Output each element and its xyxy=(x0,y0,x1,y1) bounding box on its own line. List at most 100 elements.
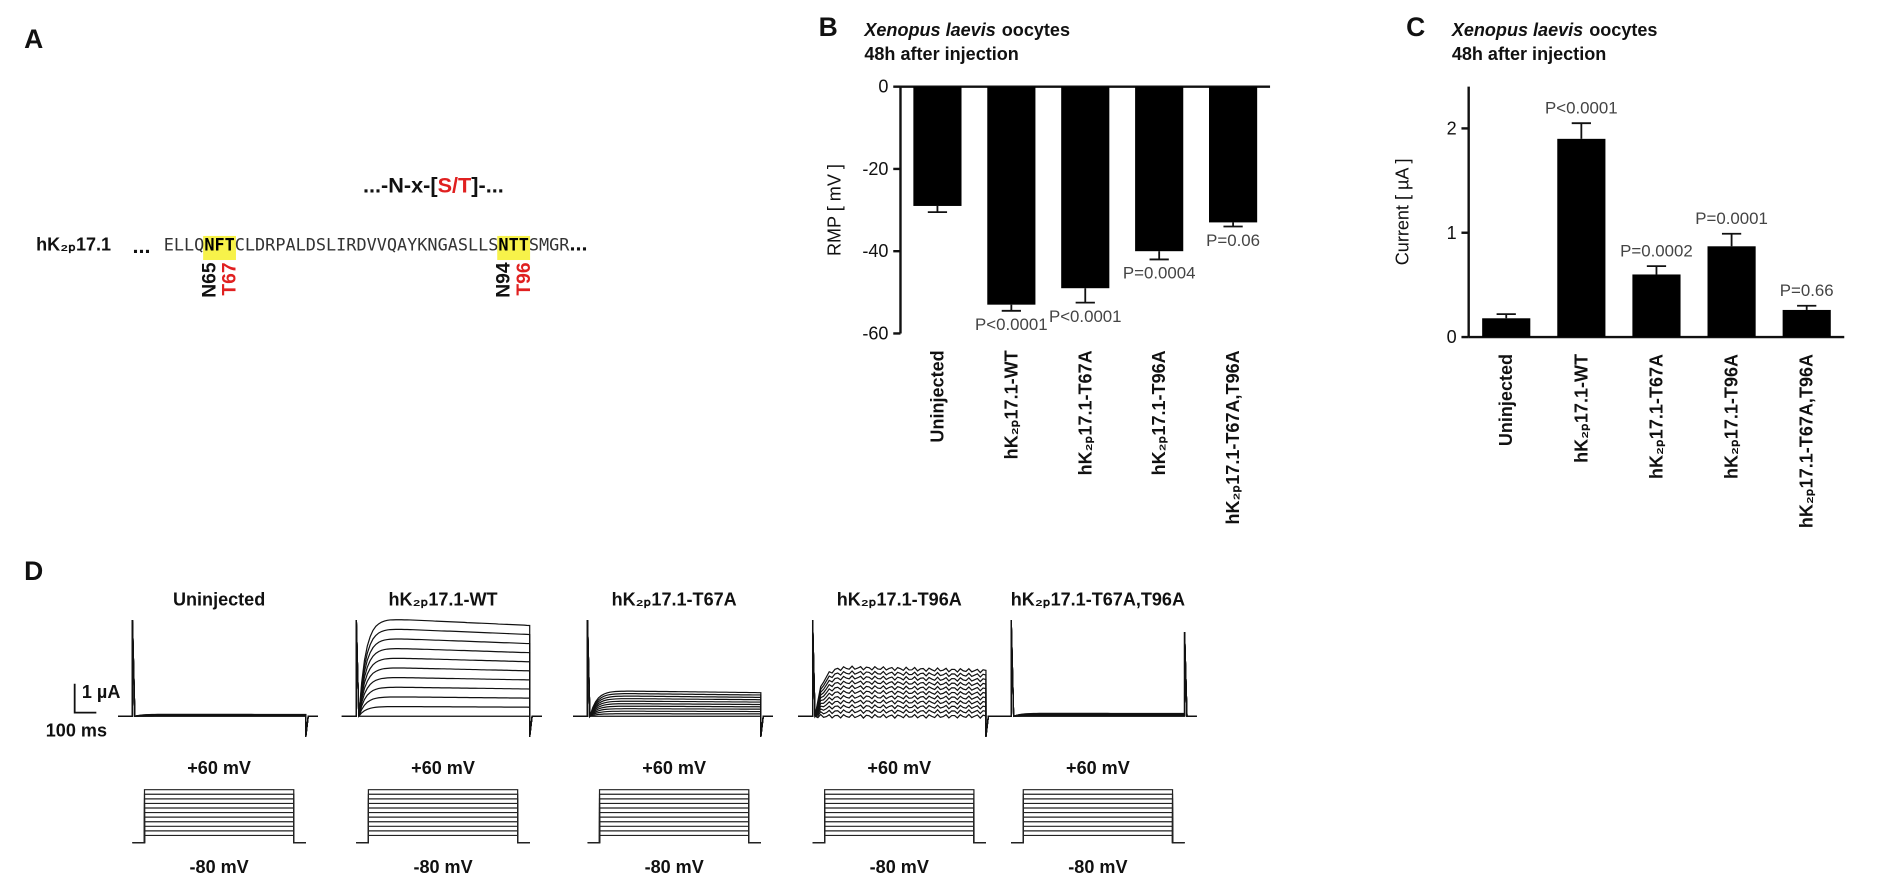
current-trace xyxy=(341,619,542,737)
bar xyxy=(1209,86,1258,223)
current-trace xyxy=(341,619,542,737)
voltage-step xyxy=(356,798,530,844)
voltage-step xyxy=(812,830,986,844)
voltage-low: -80 mV xyxy=(870,857,929,877)
voltage-step xyxy=(587,834,761,844)
trace-title: hK₂ₚ17.1-T96A xyxy=(837,590,962,610)
voltage-step xyxy=(132,834,306,844)
current-trace xyxy=(573,619,773,737)
current-trace xyxy=(573,619,773,737)
voltage-low: -80 mV xyxy=(645,857,704,877)
voltage-step xyxy=(587,802,761,844)
voltage-step xyxy=(356,802,530,844)
current-trace xyxy=(573,619,773,737)
voltage-step xyxy=(812,825,986,844)
sequence-segment: NFT xyxy=(204,234,234,254)
voltage-step xyxy=(1011,802,1185,844)
voltage-low: -80 mV xyxy=(413,857,472,877)
voltage-step xyxy=(587,807,761,844)
y-tick-label: -40 xyxy=(862,241,888,261)
voltage-step xyxy=(356,825,530,844)
bar xyxy=(1482,318,1531,338)
voltage-step xyxy=(356,789,530,844)
chart-subtitle: 48h after injection xyxy=(864,44,1018,64)
species: Xenopus laevis xyxy=(1451,20,1583,40)
current-trace xyxy=(118,619,318,737)
bar xyxy=(1061,86,1110,289)
current-trace xyxy=(341,619,542,737)
title: oocytes xyxy=(1589,20,1657,40)
current-trace xyxy=(996,619,1197,717)
x-tick-label: hK₂ₚ17.1-T67A,T96A xyxy=(1223,350,1243,524)
chart-title: Xenopus laevis oocytes xyxy=(1451,20,1658,40)
bar xyxy=(913,86,962,206)
current-trace xyxy=(341,619,542,737)
y-tick-label: 1 xyxy=(1447,223,1457,243)
highlight xyxy=(203,235,236,261)
x-tick-label: hK₂ₚ17.1-WT xyxy=(1001,350,1021,459)
site-label: N94 xyxy=(494,262,515,298)
voltage-step xyxy=(587,830,761,844)
bar xyxy=(1707,246,1756,338)
voltage-step xyxy=(132,807,306,844)
site-label: T96 xyxy=(514,262,535,295)
current-trace xyxy=(341,619,542,737)
chart-title: Xenopus laevis oocytes xyxy=(863,20,1070,40)
current-trace xyxy=(798,619,998,737)
y-tick-label: -20 xyxy=(862,159,888,179)
sequence: ELLQNFTCLDRPALDSLIRDVVQAYKNGASLLSNTTSMGR… xyxy=(164,230,588,255)
current-trace xyxy=(996,619,1197,717)
current-trace xyxy=(573,619,773,737)
species: Xenopus laevis xyxy=(863,20,995,40)
voltage-step xyxy=(812,807,986,844)
current-trace xyxy=(118,619,318,737)
scale-current: 1 µA xyxy=(82,682,120,702)
bar xyxy=(987,86,1036,305)
current-trace xyxy=(798,619,998,737)
current-trace xyxy=(996,619,1197,718)
x-tick-label: hK₂ₚ17.1-T96A xyxy=(1149,350,1169,475)
y-axis-label: Current [ µA ] xyxy=(1392,159,1412,266)
current-trace xyxy=(996,619,1197,718)
motif-part: ]-... xyxy=(471,173,503,198)
voltage-step xyxy=(812,834,986,844)
sequence-segment: ELLQ xyxy=(164,234,205,254)
current-trace xyxy=(573,619,773,737)
trace-title: hK₂ₚ17.1-T67A,T96A xyxy=(1011,590,1185,610)
p-value: P<0.0001 xyxy=(1545,99,1618,118)
voltage-step xyxy=(587,821,761,844)
voltage-step xyxy=(1011,789,1185,844)
motif: ...-N-x-[S/T]-... xyxy=(363,173,504,198)
voltage-step xyxy=(812,821,986,844)
p-value: P=0.0002 xyxy=(1620,241,1693,260)
y-axis-label: RMP [ mV ] xyxy=(824,164,844,256)
current-trace xyxy=(573,619,773,737)
current-trace xyxy=(798,619,998,737)
p-value: P<0.0001 xyxy=(1049,307,1122,326)
current-trace xyxy=(996,619,1197,718)
current-trace xyxy=(996,619,1197,717)
voltage-step xyxy=(812,798,986,844)
current-trace xyxy=(573,619,773,737)
y-tick-label: -60 xyxy=(862,323,888,343)
voltage-step xyxy=(587,789,761,844)
x-tick-label: hK₂ₚ17.1-T67A xyxy=(1646,354,1666,479)
voltage-step xyxy=(587,825,761,844)
panel-letter: D xyxy=(24,556,43,586)
x-tick-label: hK₂ₚ17.1-T96A xyxy=(1722,354,1742,479)
current-trace xyxy=(341,619,542,737)
voltage-step xyxy=(356,807,530,844)
current-trace xyxy=(118,619,318,737)
current-trace xyxy=(798,619,998,737)
chart-subtitle: 48h after injection xyxy=(1452,44,1606,64)
current-trace xyxy=(118,619,318,737)
voltage-step xyxy=(132,830,306,844)
sequence-segment: SMGR xyxy=(529,234,570,254)
scale-bar xyxy=(73,683,97,714)
bar xyxy=(1557,138,1606,338)
current-trace xyxy=(118,619,318,737)
current-trace xyxy=(798,619,998,737)
panel-letter: C xyxy=(1406,12,1425,42)
motif-site: S/T xyxy=(438,173,472,198)
